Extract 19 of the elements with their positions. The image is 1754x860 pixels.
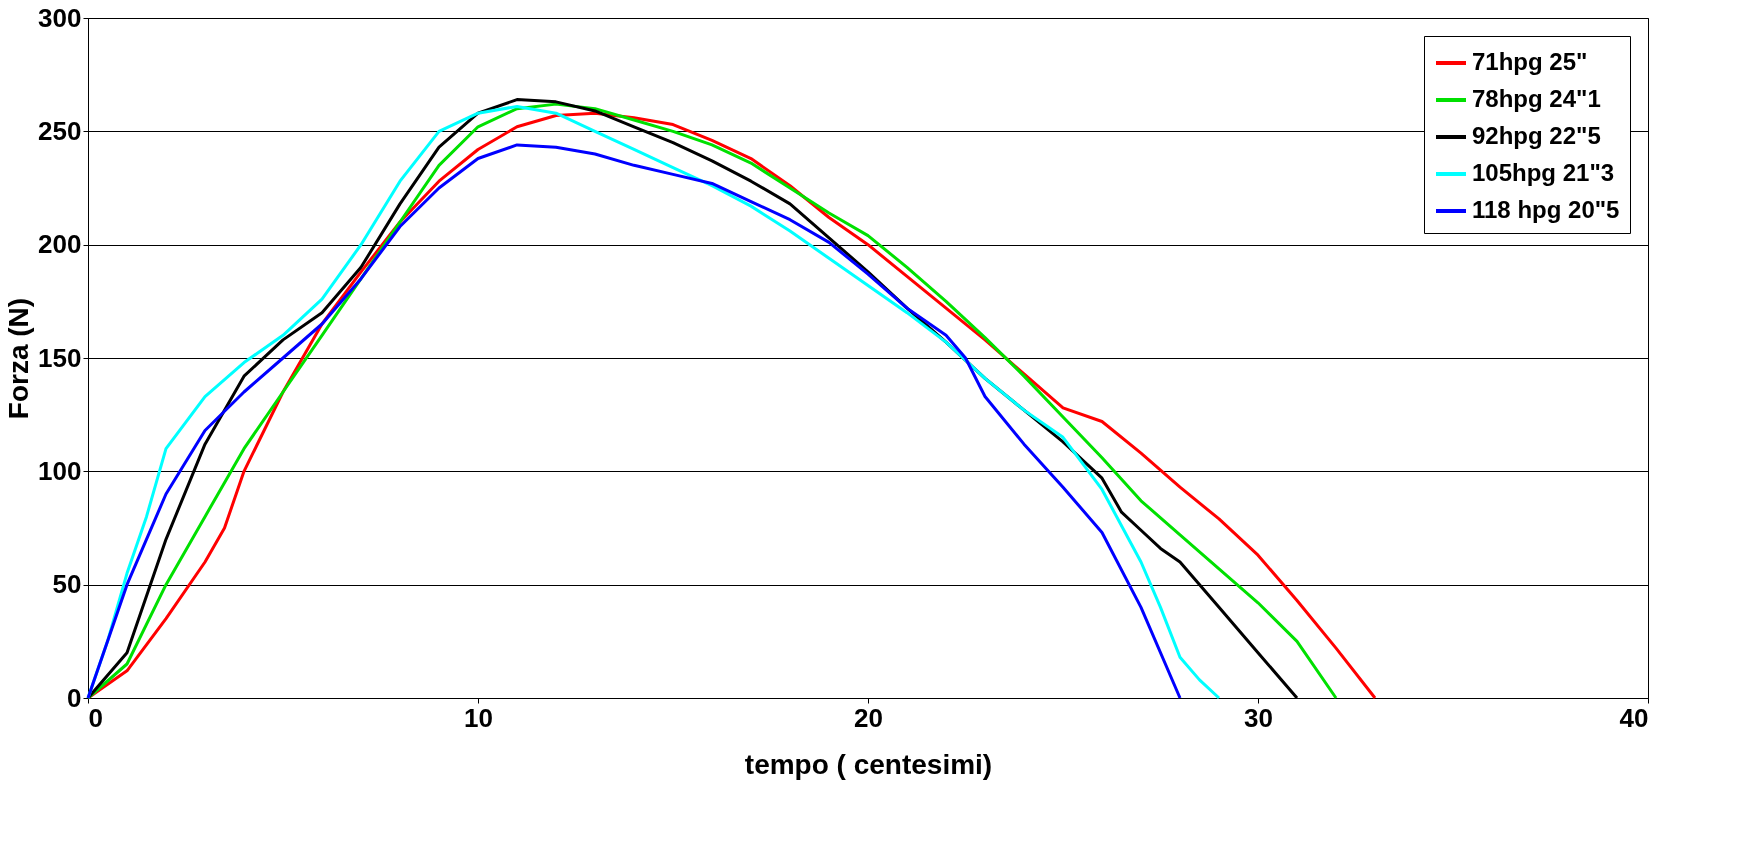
y-axis-title: Forza (N) xyxy=(3,297,35,420)
x-tick-label: 30 xyxy=(1244,702,1273,733)
y-tick-label: 50 xyxy=(52,569,82,600)
legend-label: 78hpg 24"1 xyxy=(1472,85,1601,112)
y-tick-label: 0 xyxy=(67,682,82,713)
x-tick-label: 0 xyxy=(88,702,103,733)
x-axis-title: tempo ( centesimi) xyxy=(744,748,993,780)
legend-label: 105hpg 21"3 xyxy=(1472,159,1615,186)
x-tick-label: 20 xyxy=(854,702,883,733)
x-tick-label: 10 xyxy=(464,702,493,733)
legend-label: 71hpg 25" xyxy=(1472,48,1588,75)
x-tick-label: 40 xyxy=(1619,702,1649,733)
y-tick-label: 150 xyxy=(38,342,82,373)
legend-label: 118 hpg 20"5 xyxy=(1472,196,1620,223)
legend-label: 92hpg 22"5 xyxy=(1472,122,1601,149)
y-tick-label: 300 xyxy=(38,2,82,33)
y-tick-label: 100 xyxy=(38,455,82,486)
y-tick-label: 250 xyxy=(38,115,82,146)
y-tick-label: 200 xyxy=(38,229,82,260)
